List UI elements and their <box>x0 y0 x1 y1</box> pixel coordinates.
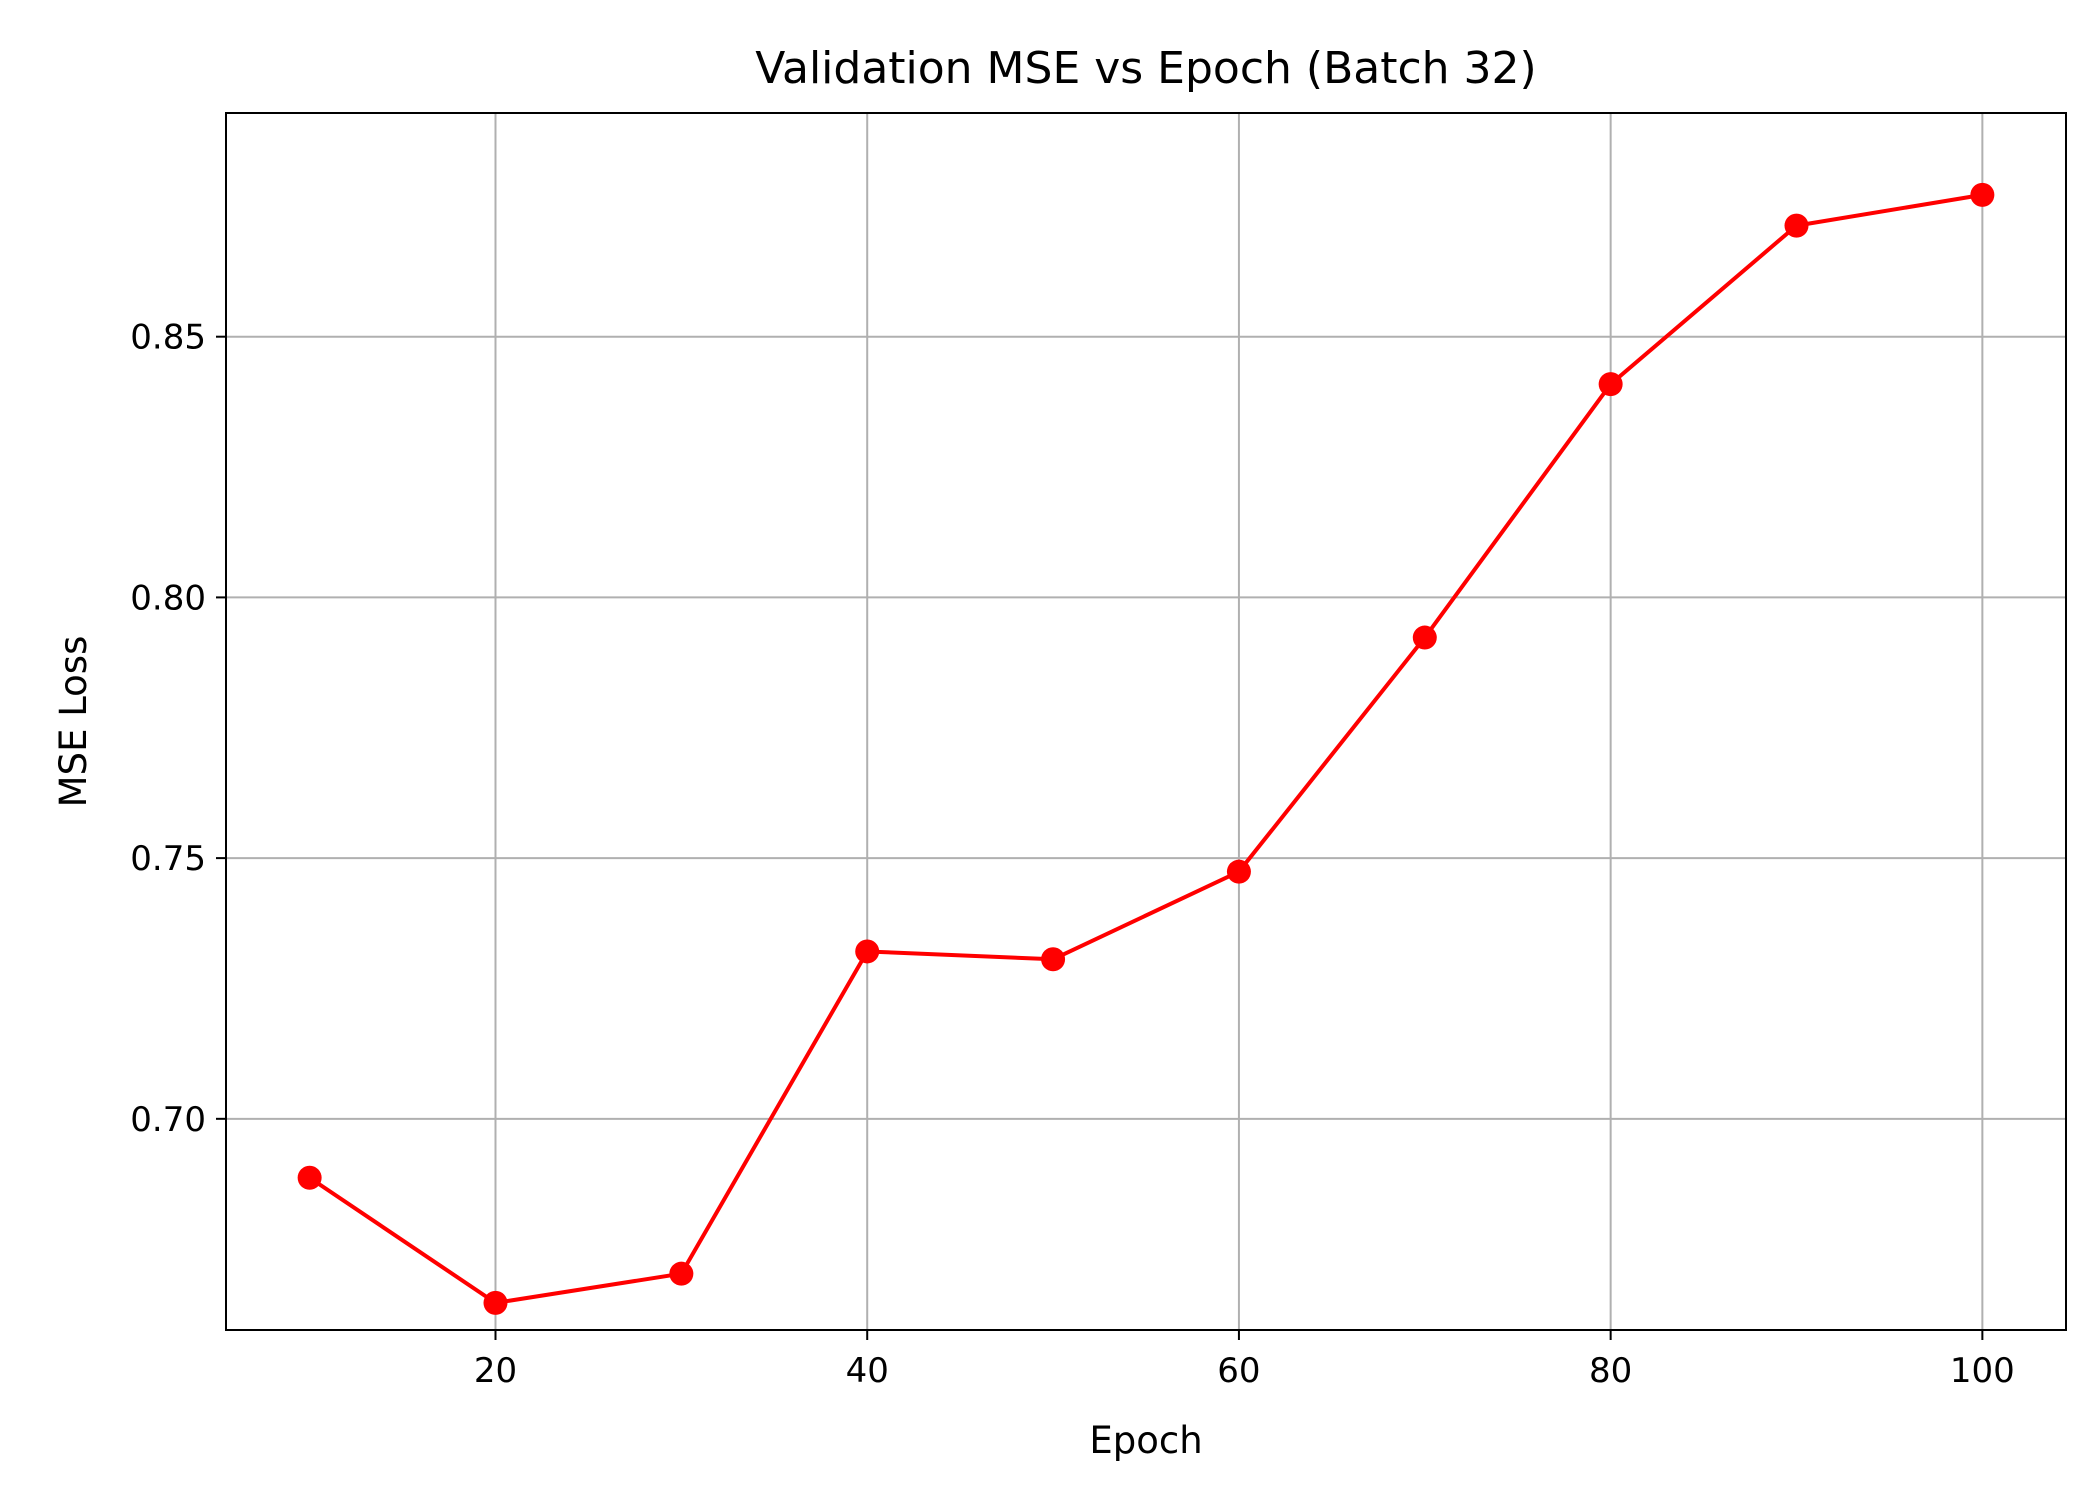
x-axis-label: Epoch <box>1089 1419 1202 1462</box>
data-point <box>483 1290 508 1315</box>
data-point <box>297 1165 322 1190</box>
data-point <box>855 939 880 964</box>
data-point <box>669 1261 694 1286</box>
x-tick-label: 60 <box>1217 1351 1260 1391</box>
data-point <box>1226 859 1251 884</box>
series-line <box>308 192 1983 1305</box>
x-tick-label: 100 <box>1950 1351 2015 1391</box>
y-tick-label: 0.85 <box>130 318 206 358</box>
data-point <box>1041 947 1066 972</box>
series-layer <box>297 182 1995 1315</box>
grid-lines <box>226 113 2066 1330</box>
data-point <box>1970 182 1995 207</box>
y-axis-label: MSE Loss <box>52 636 95 808</box>
data-point <box>1412 625 1437 650</box>
plot-frame <box>225 112 2067 1331</box>
x-tick-label: 20 <box>474 1351 517 1391</box>
data-point <box>1784 213 1809 238</box>
x-tick-label: 40 <box>846 1351 889 1391</box>
x-tick-label: 80 <box>1589 1351 1632 1391</box>
y-tick-label: 0.80 <box>130 578 206 618</box>
tick-layer: 20 40 60 80 100 0.70 0.75 0.80 0.85 <box>130 318 2015 1391</box>
y-tick-label: 0.75 <box>130 839 206 879</box>
data-point <box>1598 372 1623 397</box>
chart-title: Validation MSE vs Epoch (Batch 32) <box>755 43 1536 94</box>
y-tick-label: 0.70 <box>130 1100 206 1140</box>
